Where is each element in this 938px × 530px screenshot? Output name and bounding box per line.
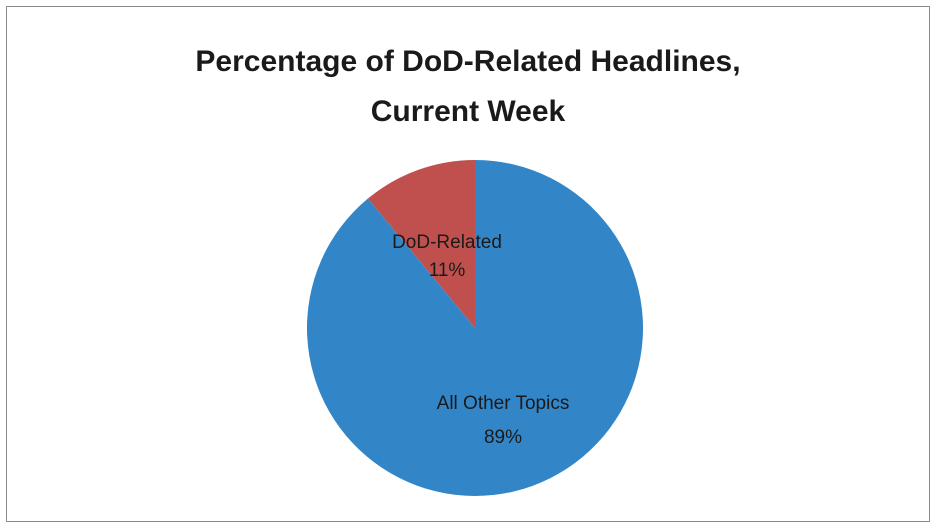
pie-slice-all-other-topics: [307, 160, 644, 496]
chart-title: Percentage of DoD-Related Headlines, Cur…: [7, 37, 929, 137]
slice-label-dod-related: DoD-Related: [392, 232, 502, 253]
slice-label-all-other-topics: All Other Topics: [437, 393, 570, 414]
slice-pct-dod-related: 11%: [429, 260, 466, 281]
pie-slice-dod-related: [367, 160, 475, 328]
chart-title-line-1: Percentage of DoD-Related Headlines,: [195, 45, 741, 78]
slice-pct-all-other-topics: 89%: [484, 427, 522, 448]
chart-title-line-2: Current Week: [370, 95, 566, 128]
